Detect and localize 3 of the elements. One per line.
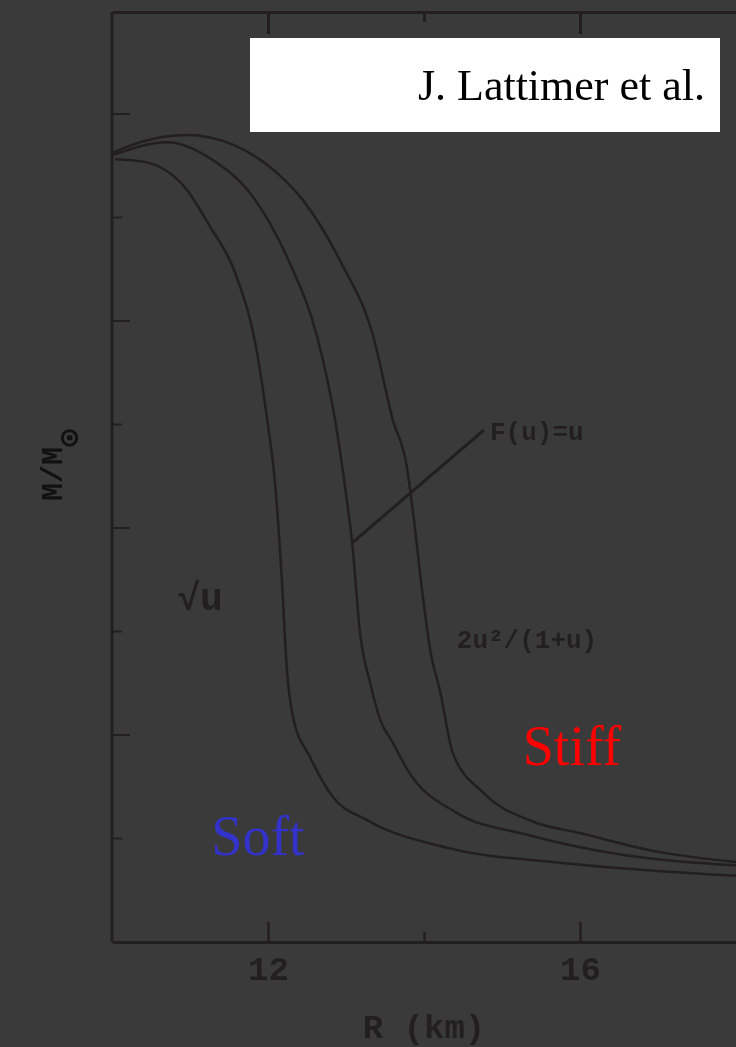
annotation: Stiff xyxy=(522,715,622,777)
text: J. Lattimer et al. xyxy=(417,61,705,110)
annotation: Soft xyxy=(211,805,306,867)
